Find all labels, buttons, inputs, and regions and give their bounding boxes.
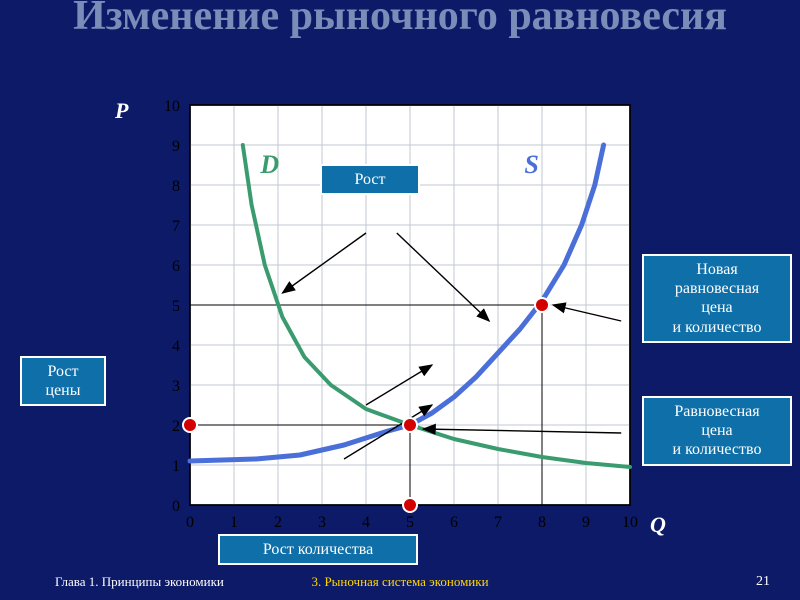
svg-text:7: 7 (172, 218, 180, 235)
svg-text:6: 6 (450, 514, 458, 531)
svg-text:1: 1 (172, 458, 180, 475)
slide-title: Изменение рыночного равновесия (0, 0, 800, 38)
svg-text:0: 0 (172, 498, 180, 515)
svg-text:2: 2 (172, 418, 180, 435)
callout-qty-growth-text: Рост количества (263, 541, 373, 558)
callout-price-growth-text: Ростцены (46, 363, 81, 399)
callout-price-growth: Ростцены (20, 356, 106, 406)
axis-label-p: P (115, 98, 128, 124)
callout-eq: Равновеснаяценаи количество (642, 396, 792, 466)
svg-text:3: 3 (318, 514, 326, 531)
chart: 0 1 2 3 4 5 6 7 8 9 10 0 1 2 3 4 5 6 7 8 9 10 D S (150, 95, 650, 545)
svg-text:9: 9 (582, 514, 590, 531)
svg-text:3: 3 (172, 378, 180, 395)
svg-text:1: 1 (230, 514, 238, 531)
footer-page-number: 21 (756, 574, 770, 590)
svg-text:5: 5 (406, 514, 414, 531)
svg-text:D: D (259, 150, 279, 179)
svg-text:2: 2 (274, 514, 282, 531)
callout-qty-growth: Рост количества (218, 534, 418, 565)
svg-text:10: 10 (622, 514, 638, 531)
callout-new-eq: Новаяравновеснаяценаи количество (642, 254, 792, 343)
svg-text:6: 6 (172, 258, 180, 275)
slide-root: Изменение рыночного равновесия P Q 0 1 2 3 4… (0, 0, 800, 600)
svg-text:4: 4 (172, 338, 180, 355)
callout-eq-text: Равновеснаяценаи количество (673, 403, 762, 458)
callout-new-eq-text: Новаяравновеснаяценаи количество (673, 261, 762, 336)
svg-text:8: 8 (538, 514, 546, 531)
axis-label-q: Q (650, 512, 666, 538)
svg-text:9: 9 (172, 138, 180, 155)
svg-text:0: 0 (186, 514, 194, 531)
svg-text:8: 8 (172, 178, 180, 195)
callout-growth: Рост (320, 164, 420, 195)
svg-text:4: 4 (362, 514, 370, 531)
svg-text:S: S (524, 150, 538, 179)
svg-text:7: 7 (494, 514, 502, 531)
callout-growth-text: Рост (355, 171, 386, 188)
svg-text:5: 5 (172, 298, 180, 315)
svg-text:10: 10 (164, 98, 180, 115)
footer-center: 3. Рыночная система экономики (0, 574, 800, 590)
